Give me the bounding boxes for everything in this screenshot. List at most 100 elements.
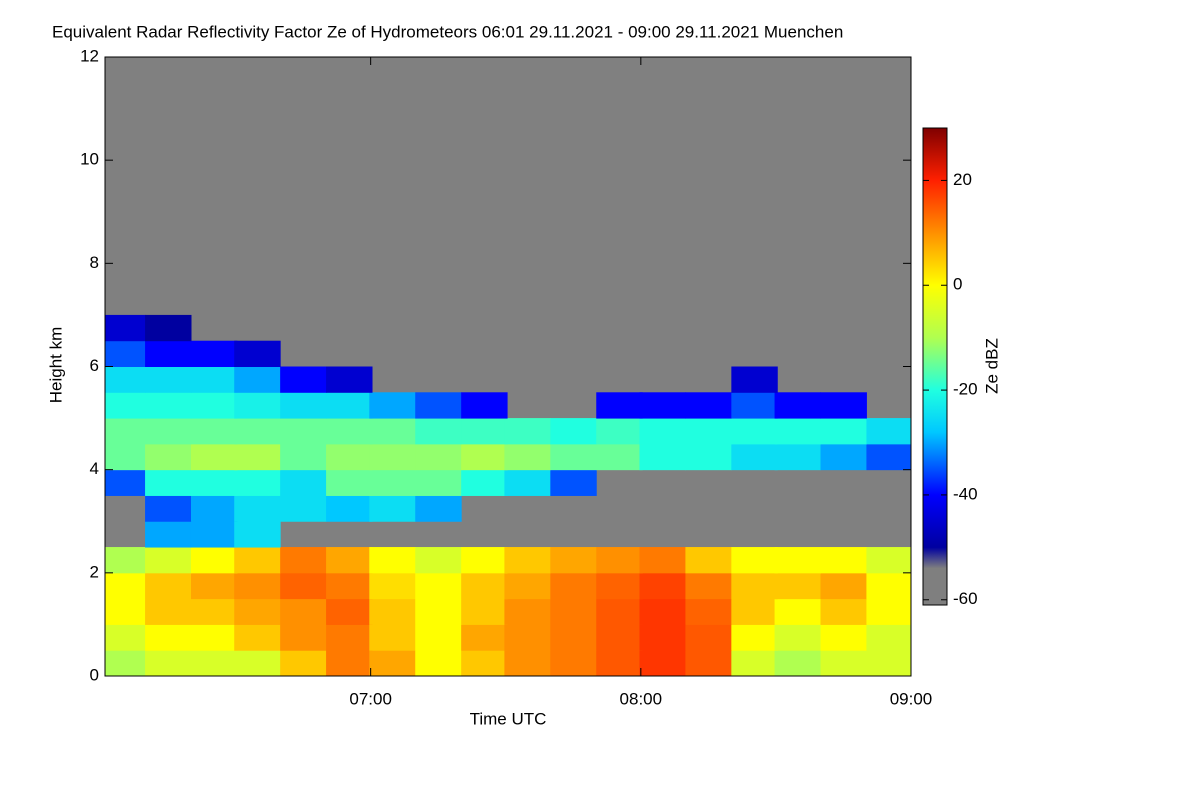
heatmap-cell	[820, 650, 867, 676]
heatmap-cell	[105, 314, 146, 342]
heatmap-cell	[280, 495, 327, 522]
heatmap-cell	[461, 469, 508, 496]
heatmap-cell	[190, 624, 238, 651]
heatmap-cell	[596, 650, 643, 676]
heatmap-cell	[105, 598, 146, 625]
heatmap-cell	[234, 624, 281, 651]
heatmap-cell	[280, 624, 327, 651]
heatmap-cell	[369, 495, 416, 522]
heatmap-cell	[234, 650, 281, 676]
heatmap-cell	[774, 418, 821, 445]
heatmap-cell	[774, 443, 821, 471]
heatmap-cell	[504, 572, 551, 600]
heatmap-cell	[685, 392, 732, 419]
heatmap-cell	[234, 572, 281, 600]
colorbar-tick-label: -40	[953, 484, 978, 503]
heatmap-cell	[145, 495, 192, 522]
heatmap-cell	[504, 650, 551, 676]
heatmap-cell	[596, 547, 643, 574]
heatmap-cell	[145, 650, 192, 676]
heatmap-cell	[190, 650, 238, 676]
heatmap-cell	[234, 598, 281, 625]
heatmap-cell	[504, 418, 551, 445]
chart-title: Equivalent Radar Reflectivity Factor Ze …	[52, 22, 843, 41]
heatmap-cell	[105, 340, 146, 367]
heatmap-cell	[596, 443, 643, 471]
heatmap-cell	[234, 366, 281, 393]
heatmap-cell	[145, 443, 192, 471]
heatmap-cell	[326, 547, 373, 574]
heatmap-cell	[685, 547, 732, 574]
heatmap-cell	[461, 443, 508, 471]
heatmap-cell	[280, 418, 327, 445]
heatmap-cell	[415, 392, 462, 419]
heatmap-cell	[326, 392, 373, 419]
heatmap-cell	[105, 366, 146, 393]
heatmap-cell	[774, 392, 821, 419]
y-tick-label: 0	[90, 665, 99, 684]
colorbar-frame	[922, 127, 948, 606]
heatmap-cell	[234, 340, 281, 367]
heatmap-cell	[461, 598, 508, 625]
heatmap-cell	[461, 624, 508, 651]
colorbar-tick-label: -60	[953, 589, 978, 608]
heatmap-cell	[820, 443, 867, 471]
heatmap-cell	[326, 598, 373, 625]
heatmap-cell	[774, 624, 821, 651]
heatmap-cell	[190, 392, 238, 419]
heatmap-cell	[774, 572, 821, 600]
heatmap-cell	[369, 624, 416, 651]
heatmap-cell	[280, 547, 327, 574]
heatmap-cell	[820, 598, 867, 625]
heatmap-cell	[105, 443, 146, 471]
y-tick-label: 8	[90, 253, 99, 272]
heatmap-cell	[504, 469, 551, 496]
heatmap-cell	[105, 547, 146, 574]
heatmap	[105, 314, 911, 676]
heatmap-cell	[234, 443, 281, 471]
x-tick-label: 09:00	[890, 689, 933, 708]
heatmap-cell	[326, 366, 373, 393]
heatmap-cell	[550, 598, 597, 625]
heatmap-cell	[326, 624, 373, 651]
heatmap-cell	[145, 572, 192, 600]
heatmap-cell	[550, 624, 597, 651]
heatmap-cell	[190, 572, 238, 600]
heatmap-cell	[326, 443, 373, 471]
heatmap-cell	[461, 572, 508, 600]
heatmap-cell	[190, 547, 238, 574]
colorbar-tick-label: -20	[953, 380, 978, 399]
colorbar-tick-label: 20	[953, 170, 972, 189]
heatmap-cell	[639, 418, 686, 445]
heatmap-cell	[234, 521, 281, 548]
heatmap-cell	[190, 598, 238, 625]
heatmap-cell	[866, 624, 911, 651]
heatmap-cell	[280, 572, 327, 600]
heatmap-cell	[190, 340, 238, 367]
heatmap-cell	[596, 572, 643, 600]
heatmap-cell	[639, 392, 686, 419]
heatmap-cell	[415, 443, 462, 471]
heatmap-cell	[461, 650, 508, 676]
heatmap-cell	[280, 392, 327, 419]
heatmap-cell	[234, 469, 281, 496]
heatmap-cell	[415, 572, 462, 600]
heatmap-cell	[326, 650, 373, 676]
heatmap-cell	[145, 521, 192, 548]
heatmap-cell	[866, 650, 911, 676]
y-tick-label: 4	[90, 459, 99, 478]
heatmap-cell	[415, 418, 462, 445]
heatmap-cell	[190, 418, 238, 445]
heatmap-cell	[369, 469, 416, 496]
heatmap-cell	[190, 495, 238, 522]
heatmap-cell	[685, 650, 732, 676]
heatmap-cell	[866, 598, 911, 625]
heatmap-cell	[731, 624, 778, 651]
heatmap-cell	[685, 418, 732, 445]
heatmap-cell	[774, 650, 821, 676]
y-tick-label: 12	[80, 46, 99, 65]
heatmap-cell	[866, 418, 911, 445]
heatmap-cell	[866, 547, 911, 574]
heatmap-cell	[550, 547, 597, 574]
colorbar-label: Ze dBZ	[982, 338, 1001, 394]
